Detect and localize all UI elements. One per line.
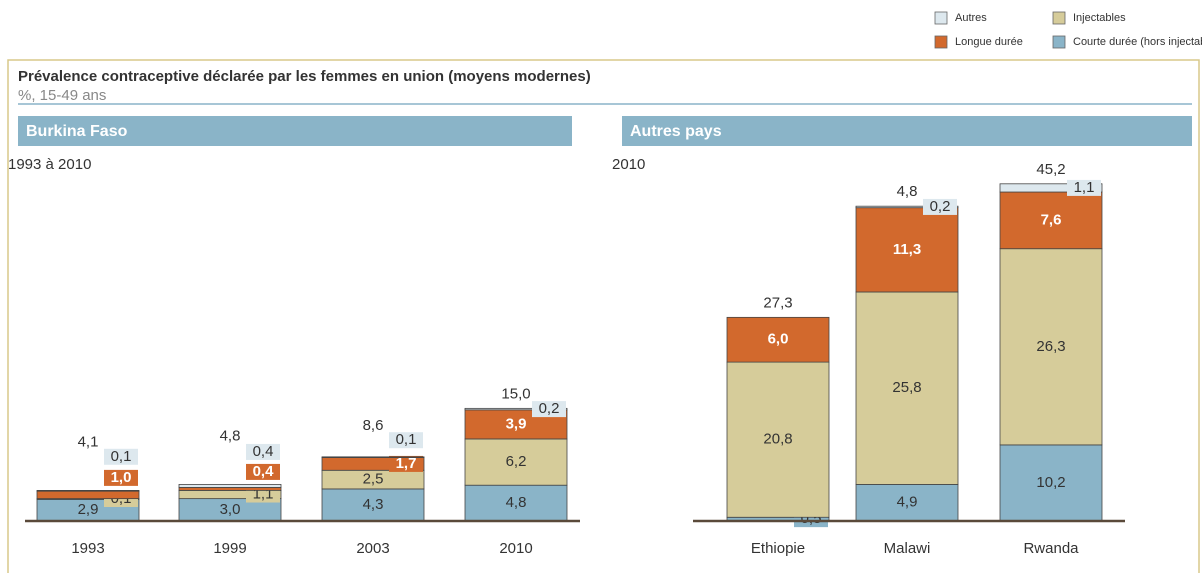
value-label-box xyxy=(246,443,280,460)
bar-segment xyxy=(178,487,282,491)
legend-swatch xyxy=(934,11,948,25)
value-label: 0,2 xyxy=(930,198,951,215)
bar-segment xyxy=(726,316,830,363)
legend-label: Injectables xyxy=(1073,12,1126,24)
value-label-box xyxy=(923,198,957,215)
value-label: 0,1 xyxy=(396,431,417,448)
total-label: 45,2 xyxy=(1036,161,1065,178)
legend-label: Longue durée xyxy=(955,36,1023,48)
bar-segment xyxy=(855,205,959,209)
x-tick-label: Rwanda xyxy=(1023,540,1079,557)
value-label: 2,9 xyxy=(78,501,99,518)
bar-segment xyxy=(855,484,959,522)
bar-segment xyxy=(999,183,1103,193)
total-label: 4,8 xyxy=(220,427,241,444)
total-label: 4,1 xyxy=(78,433,99,450)
value-label-box xyxy=(104,469,138,486)
value-label: 11,3 xyxy=(893,241,921,258)
value-label-box xyxy=(389,432,423,449)
bar-segment xyxy=(855,291,959,485)
value-label: 0,4 xyxy=(253,463,275,480)
panel-period: 1993 à 2010 xyxy=(8,156,91,173)
value-label-box xyxy=(1067,179,1101,196)
x-tick-label: 2010 xyxy=(499,540,532,557)
value-label: 1,7 xyxy=(396,455,417,472)
x-tick-label: 1993 xyxy=(71,540,104,557)
bar-segment xyxy=(464,438,568,486)
bar-segment xyxy=(855,207,959,293)
x-tick-label: Malawi xyxy=(884,540,931,557)
legend-swatch xyxy=(1052,35,1066,49)
bar-segment xyxy=(36,490,140,500)
bar-segment xyxy=(726,361,830,518)
value-label: 4,9 xyxy=(897,494,918,511)
value-label: 0,4 xyxy=(253,443,274,460)
value-label-box xyxy=(246,463,280,480)
panel-header xyxy=(622,116,1192,146)
total-label: 15,0 xyxy=(501,385,530,402)
value-label: 4,8 xyxy=(506,494,527,511)
frame xyxy=(7,59,1200,573)
legend-label: Autres xyxy=(955,12,987,24)
panel-header xyxy=(18,116,572,146)
value-label: 0,2 xyxy=(539,400,560,417)
x-tick-label: Ethiopie xyxy=(751,540,805,557)
legend-label: Courte durée (hors injectables) xyxy=(1073,36,1202,48)
bar-segment xyxy=(36,490,140,492)
value-label: 6,2 xyxy=(506,453,527,470)
value-label: 20,8 xyxy=(763,431,792,448)
chart-title: Prévalence contraceptive déclarée par le… xyxy=(18,68,591,85)
total-label: 8,6 xyxy=(363,417,384,434)
value-label-box xyxy=(389,455,423,472)
panel-period: 2010 xyxy=(612,156,645,173)
panel-title: Burkina Faso xyxy=(26,123,128,140)
bar-segment xyxy=(999,248,1103,446)
panel-title: Autres pays xyxy=(630,123,722,140)
value-label-box xyxy=(532,401,566,418)
value-label: 3,0 xyxy=(220,501,241,518)
chart-subtitle: %, 15-49 ans xyxy=(18,87,106,104)
value-label: 6,0 xyxy=(768,331,789,348)
bar-segment xyxy=(321,456,425,458)
legend-swatch xyxy=(1052,11,1066,25)
bar-segment xyxy=(464,407,568,411)
value-label: 1,1 xyxy=(1074,179,1095,196)
bar-segment xyxy=(999,191,1103,250)
value-label: 7,6 xyxy=(1041,211,1062,228)
value-label: 3,9 xyxy=(506,415,527,432)
value-label-box xyxy=(104,448,138,465)
x-tick-label: 1999 xyxy=(213,540,246,557)
value-label: 10,2 xyxy=(1036,474,1065,491)
total-label: 4,8 xyxy=(897,183,918,200)
bar-segment xyxy=(999,444,1103,522)
value-label: 2,5 xyxy=(363,471,384,488)
value-label: 26,3 xyxy=(1036,338,1065,355)
bar-segment xyxy=(178,484,282,488)
bar-segment xyxy=(321,488,425,522)
total-label: 27,3 xyxy=(763,294,792,311)
value-label: 0,1 xyxy=(111,448,132,465)
value-label: 25,8 xyxy=(892,379,921,396)
x-tick-label: 2003 xyxy=(356,540,389,557)
value-label: 4,3 xyxy=(363,496,384,513)
value-label: 1,0 xyxy=(111,469,132,486)
legend-swatch xyxy=(934,35,948,49)
